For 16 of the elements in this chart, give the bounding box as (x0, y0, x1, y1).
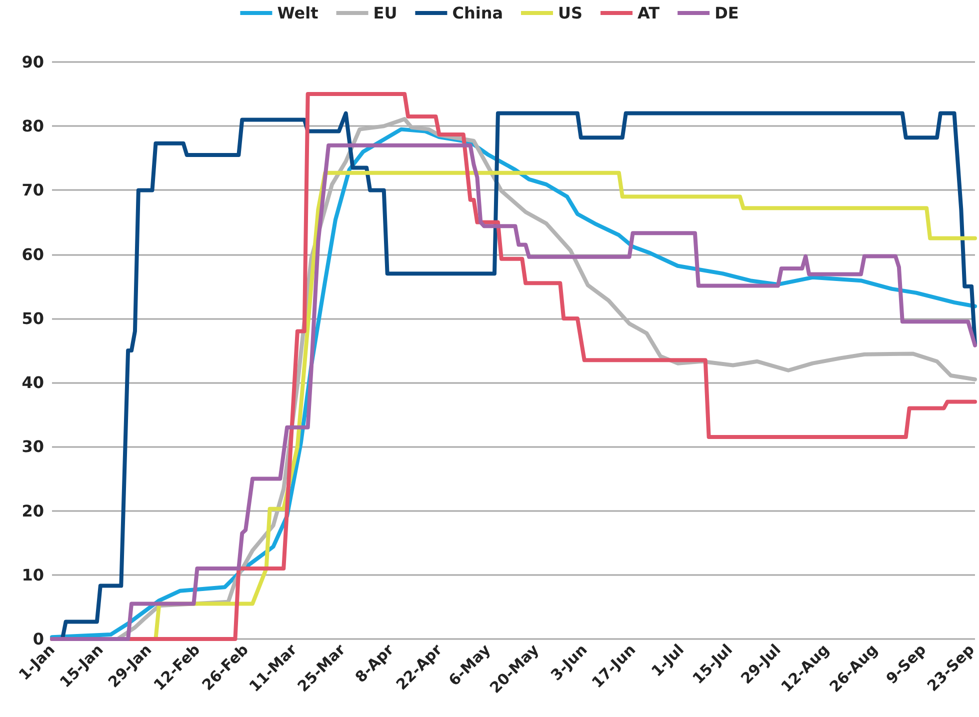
y-tick-label: 90 (22, 52, 44, 72)
y-tick-label: 0 (32, 630, 44, 648)
y-tick-label: 50 (22, 308, 44, 328)
y-tick-label: 10 (22, 565, 44, 584)
legend-label: Welt (277, 4, 319, 22)
y-tick-label: 20 (22, 501, 44, 520)
y-tick-label: 30 (22, 437, 44, 456)
y-tick-label: 40 (22, 373, 44, 392)
y-tick-label: 70 (22, 180, 44, 200)
legend-label: EU (373, 4, 398, 22)
legend-label: US (558, 4, 583, 22)
legend-label: AT (638, 4, 660, 22)
legend-label: China (452, 4, 504, 22)
y-tick-label: 80 (22, 116, 44, 136)
legend-label: DE (714, 4, 739, 22)
y-tick-label: 60 (22, 244, 44, 264)
